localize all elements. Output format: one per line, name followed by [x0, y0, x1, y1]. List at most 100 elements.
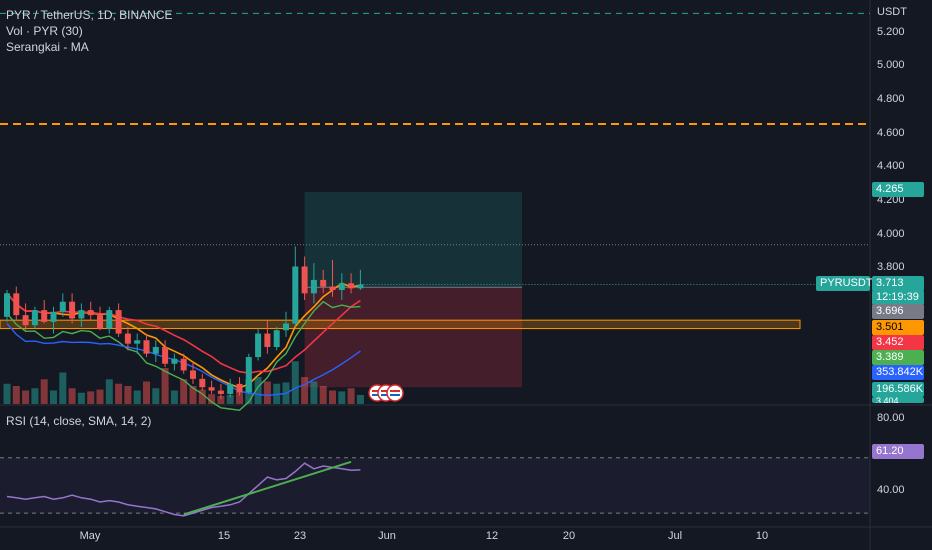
candle-body	[171, 358, 178, 364]
volume-bar	[189, 386, 197, 404]
volume-bar	[291, 361, 299, 404]
rsi-trendline	[183, 460, 352, 516]
volume2-badge: 196.586K	[872, 382, 924, 397]
price-axis-background	[870, 0, 932, 550]
candle-body	[50, 311, 57, 322]
ma3-badge: 3.452	[872, 335, 924, 350]
candle-body	[329, 286, 336, 290]
volume-bar	[347, 388, 355, 404]
volume-bar	[3, 383, 11, 404]
event-flag-icon	[386, 384, 404, 402]
price-tick: 3.800	[877, 261, 905, 273]
candle-body	[87, 310, 94, 316]
ma2-badge: 3.501	[872, 320, 924, 335]
volume-bar	[96, 389, 104, 404]
volume-bar	[180, 379, 188, 404]
volume-bar	[40, 379, 48, 404]
time-label: 15	[217, 530, 231, 542]
ma-line-green	[6, 300, 361, 412]
price-tick: 4.000	[877, 228, 905, 240]
volume-bar	[217, 395, 225, 404]
symbol-legend[interactable]: PYR / TetherUS, 1D, BINANCE	[6, 8, 173, 22]
candle-body	[292, 266, 299, 324]
volume-bar	[133, 390, 141, 404]
position-loss-zone	[304, 287, 522, 388]
candle-body	[320, 279, 327, 287]
event-flag-icon	[390, 394, 400, 396]
time-label: Jul	[667, 530, 683, 542]
candle-body	[162, 346, 169, 364]
volume-bar	[310, 381, 318, 404]
volume-bar	[301, 377, 309, 404]
candle-body	[134, 340, 141, 344]
volume-bar	[338, 391, 346, 404]
candle-body	[115, 310, 122, 334]
candle-body	[310, 279, 317, 294]
candle-body	[273, 330, 280, 347]
candle-body	[357, 284, 364, 289]
ma4-badge: 3.389	[872, 350, 924, 365]
candle-body	[255, 333, 262, 358]
volume-bar	[22, 390, 30, 404]
price-tick: 5.200	[877, 26, 905, 38]
volume-bar	[161, 368, 169, 404]
volume-bar	[226, 395, 234, 404]
candle-body	[106, 310, 113, 329]
event-flag-icon	[372, 390, 382, 392]
candle-body	[78, 310, 85, 319]
rsi-legend[interactable]: RSI (14, close, SMA, 14, 2)	[6, 414, 152, 428]
volume-bar	[152, 388, 160, 404]
partial-badge: 3.404	[872, 397, 924, 403]
candle-body	[217, 390, 224, 394]
volume-bar	[170, 390, 178, 404]
volume1-badge: 353.842K	[872, 365, 924, 380]
candle-body	[31, 310, 38, 326]
volume-bar	[263, 381, 271, 404]
ma-legend[interactable]: Serangkai - MA	[6, 40, 89, 54]
volume-bar	[319, 386, 327, 404]
rsi-value-badge: 61.20	[872, 444, 924, 459]
volume-bar	[68, 388, 76, 404]
candle-body	[338, 283, 345, 290]
time-label: May	[79, 530, 101, 542]
volume-bar	[31, 388, 39, 404]
event-flag-icon	[372, 394, 382, 396]
rsi-tick: 80.00	[877, 412, 905, 424]
candle-body	[264, 333, 271, 347]
volume-bar	[356, 395, 364, 404]
candle-body	[13, 293, 20, 316]
volume-bar	[105, 379, 113, 404]
volume-bar	[329, 390, 336, 404]
candle-body	[180, 358, 187, 371]
symbol-badge: PYRUSDT	[816, 276, 873, 291]
volume-bar	[124, 386, 132, 404]
candle-body	[143, 340, 150, 354]
candle-body	[41, 310, 48, 322]
candle-body	[69, 301, 76, 319]
price-tick: 4.800	[877, 93, 905, 105]
time-label: 12	[485, 530, 499, 542]
event-flag-icon	[381, 394, 391, 396]
support-zone	[0, 319, 801, 330]
ma1-badge: 3.696	[872, 304, 924, 319]
candle-body	[348, 283, 355, 289]
rsi-tick: 40.00	[877, 484, 905, 496]
rsi-line	[6, 462, 361, 517]
rsi-band	[0, 457, 870, 514]
candle-body	[97, 315, 103, 329]
volume-bar	[50, 390, 57, 404]
volume-bar	[77, 392, 85, 404]
candle-body	[190, 370, 196, 379]
volume-bar	[87, 391, 95, 404]
volume-bar	[12, 386, 20, 404]
countdown-badge: 12:19:39	[872, 290, 924, 305]
volume-legend[interactable]: Vol · PYR (30)	[6, 24, 83, 38]
last-price-badge: 3.713	[872, 276, 924, 291]
candle-body	[236, 383, 243, 393]
volume-bar	[254, 377, 262, 404]
time-label: 20	[562, 530, 576, 542]
candle-body	[22, 315, 29, 326]
candle-body	[301, 266, 308, 294]
volume-bar	[143, 381, 150, 404]
